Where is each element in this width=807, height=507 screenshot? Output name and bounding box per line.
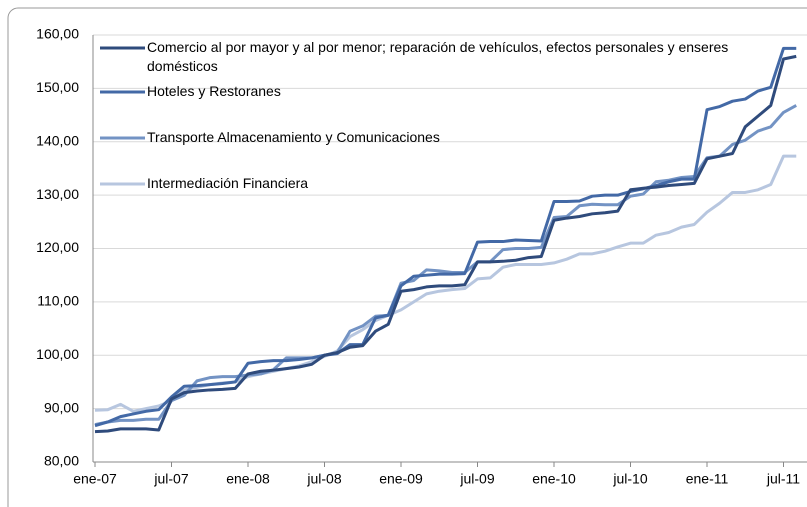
x-tick-label: jul-11 [766, 471, 800, 487]
legend-label: Intermediación Financiera [147, 175, 309, 191]
y-tick-label: 110,00 [37, 293, 79, 309]
y-tick-label: 130,00 [36, 186, 79, 202]
x-tick-label: jul-09 [459, 471, 494, 487]
x-tick-label: ene-09 [379, 471, 423, 487]
legend-label: Transporte Almacenamiento y Comunicacion… [147, 129, 440, 145]
x-tick-label: jul-10 [612, 471, 647, 487]
legend-label: Hoteles y Restoranes [147, 83, 281, 99]
x-tick-label: ene-07 [73, 471, 117, 487]
series-line [94, 154, 797, 413]
x-tick-label: jul-07 [153, 471, 188, 487]
legend-label: Comercio al por mayor y al por menor; re… [147, 39, 729, 74]
x-tick-label: ene-08 [226, 471, 270, 487]
y-tick-label: 100,00 [36, 346, 79, 362]
series-line [94, 46, 797, 428]
y-tick-label: 150,00 [36, 79, 79, 95]
x-tick-label: jul-08 [306, 471, 341, 487]
y-tick-label: 80,00 [44, 453, 79, 469]
x-tick-label: ene-10 [532, 471, 576, 487]
y-tick-label: 160,00 [36, 26, 79, 42]
x-tick-label: ene-11 [686, 471, 729, 487]
frame [7, 7, 807, 507]
series-line [94, 54, 797, 434]
y-tick-label: 90,00 [44, 399, 79, 415]
y-tick-label: 120,00 [36, 239, 79, 255]
series-line [94, 104, 797, 427]
y-tick-label: 140,00 [36, 132, 79, 148]
